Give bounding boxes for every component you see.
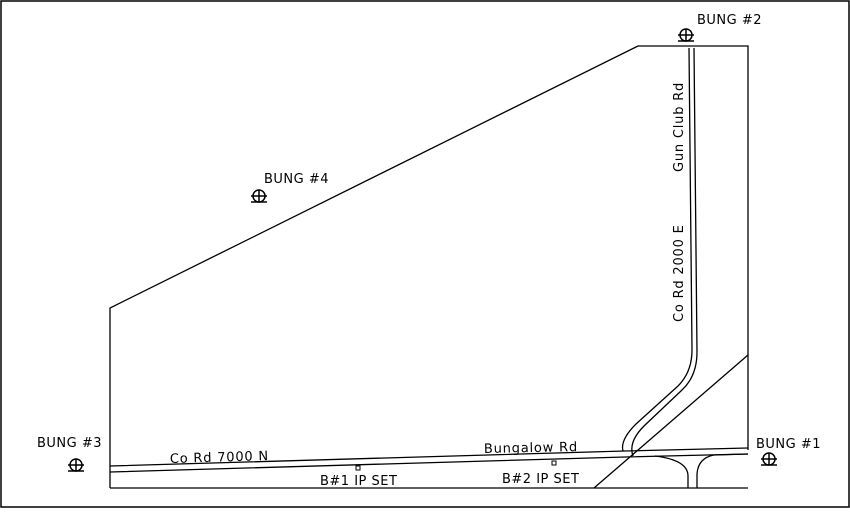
co-rd-7000n-road-north-edge: [109, 447, 749, 467]
station-label-bung3: BUNG #3: [37, 436, 102, 451]
side-road-east: [696, 453, 749, 488]
co-rd-7000n-road-south-edge: [109, 453, 749, 473]
gun-club-rd-east-edge: [631, 47, 698, 457]
station-label-bung4: BUNG #4: [264, 172, 329, 187]
road-label-co-rd-7000n: Co Rd 7000 N: [170, 449, 270, 467]
survey-monument-icon: [251, 189, 267, 203]
property-boundary: [109, 45, 749, 460]
survey-monument-icon: [678, 28, 694, 42]
road-label-co-rd-2000e: Co Rd 2000 E: [672, 224, 687, 322]
ip-set-marker-b1: [355, 465, 361, 471]
road-label-bungalow-rd: Bungalow Rd: [484, 440, 578, 457]
survey-monument-icon: [68, 458, 84, 472]
diagonal-line: [593, 354, 749, 489]
side-road-west: [654, 455, 689, 488]
gun-club-rd-west-edge: [621, 47, 693, 452]
ip-set-label-b1: B#1 IP SET: [320, 474, 397, 489]
ip-set-label-b2: B#2 IP SET: [502, 472, 579, 487]
road-label-gun-club-rd: Gun Club Rd: [672, 82, 687, 172]
station-label-bung2: BUNG #2: [697, 13, 762, 28]
survey-monument-icon: [761, 452, 777, 466]
station-label-bung1: BUNG #1: [756, 437, 821, 452]
ip-set-marker-b2: [551, 460, 557, 466]
